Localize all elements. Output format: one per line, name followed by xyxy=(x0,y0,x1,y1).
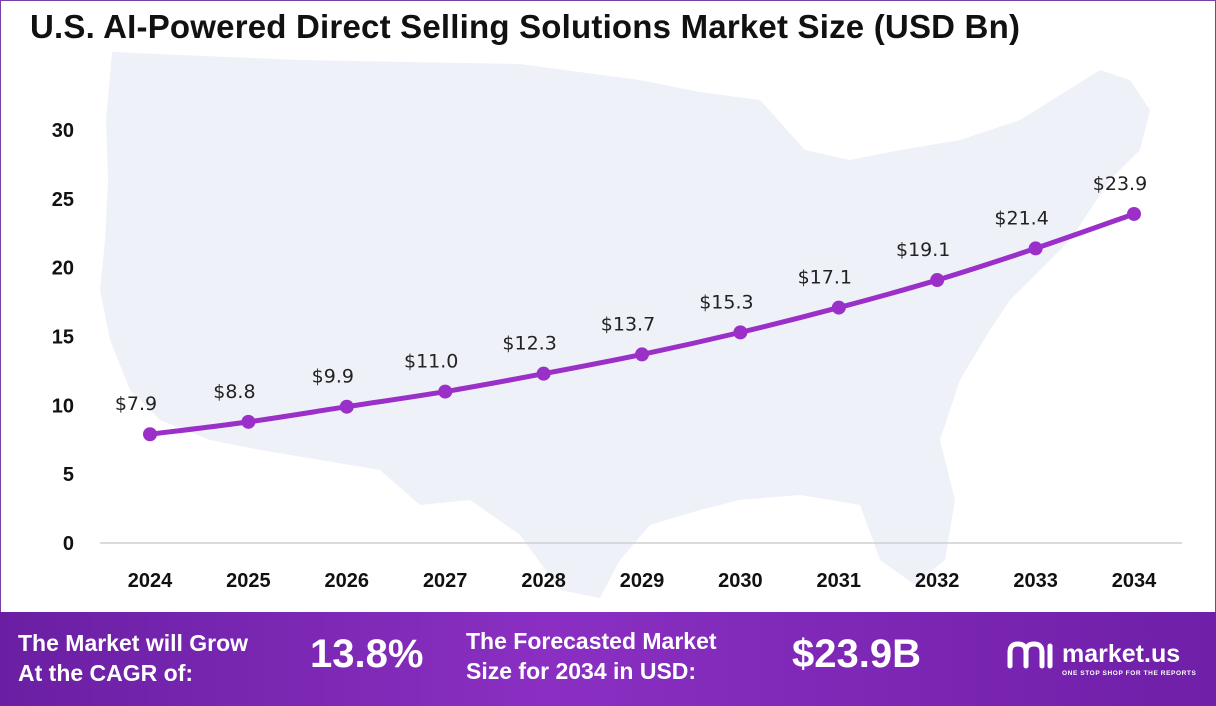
cagr-caption-line2: At the CAGR of: xyxy=(18,660,194,686)
data-label: $15.3 xyxy=(699,291,753,313)
data-label: $13.7 xyxy=(601,313,655,335)
y-tick-label: 5 xyxy=(63,464,74,486)
forecast-caption-line2: Size for 2034 in USD: xyxy=(466,658,697,684)
x-tick-label: 2029 xyxy=(620,570,665,592)
data-point xyxy=(339,399,354,414)
data-label: $19.1 xyxy=(896,239,950,261)
y-tick-label: 20 xyxy=(52,258,74,280)
cagr-value: 13.8% xyxy=(310,632,424,676)
x-tick-label: 2034 xyxy=(1112,570,1157,592)
x-tick-label: 2030 xyxy=(718,570,763,592)
forecast-caption-line1: The Forecasted Market xyxy=(466,628,717,654)
data-label: $8.8 xyxy=(213,381,255,403)
cagr-caption: The Market will Grow At the CAGR of: xyxy=(18,628,248,688)
y-tick-label: 25 xyxy=(52,189,74,211)
data-point xyxy=(143,427,157,442)
data-label: $9.9 xyxy=(312,366,354,388)
data-point xyxy=(1127,206,1141,221)
data-point xyxy=(733,325,748,340)
data-point xyxy=(536,366,551,381)
data-label: $12.3 xyxy=(502,333,556,355)
x-tick-label: 2027 xyxy=(423,570,468,592)
brand-logo: market.us ONE STOP SHOP FOR THE REPORTS xyxy=(1004,636,1214,686)
data-point xyxy=(438,384,453,399)
data-label: $17.1 xyxy=(798,267,852,289)
x-tick-label: 2032 xyxy=(915,570,960,592)
cagr-caption-line1: The Market will Grow xyxy=(18,630,249,656)
chart-title: U.S. AI-Powered Direct Selling Solutions… xyxy=(30,8,1021,45)
forecast-caption: The Forecasted Market Size for 2034 in U… xyxy=(466,626,717,686)
y-tick-label: 0 xyxy=(63,533,74,555)
data-point xyxy=(635,347,649,362)
data-label: $21.4 xyxy=(994,207,1048,229)
data-point xyxy=(831,300,846,315)
y-tick-label: 30 xyxy=(52,120,74,142)
x-tick-label: 2031 xyxy=(817,570,862,592)
data-point xyxy=(1028,241,1043,256)
data-label: $23.9 xyxy=(1093,173,1147,195)
y-tick-label: 10 xyxy=(52,395,74,417)
data-label: $11.0 xyxy=(404,351,458,373)
market-us-logo-icon xyxy=(1007,641,1053,669)
brand-name: market.us xyxy=(1062,640,1181,668)
data-point xyxy=(241,414,256,429)
x-tick-label: 2024 xyxy=(128,570,173,592)
x-tick-label: 2025 xyxy=(226,570,271,592)
brand-tagline: ONE STOP SHOP FOR THE REPORTS xyxy=(1062,670,1197,677)
x-tick-label: 2033 xyxy=(1013,570,1058,592)
footer-banner: The Market will Grow At the CAGR of: 13.… xyxy=(0,612,1216,706)
x-tick-label: 2028 xyxy=(521,570,566,592)
us-map-background xyxy=(100,52,1150,598)
data-label: $7.9 xyxy=(115,393,157,415)
x-tick-label: 2026 xyxy=(325,570,370,592)
forecast-value: $23.9B xyxy=(792,632,921,676)
data-point xyxy=(930,273,945,288)
y-tick-label: 15 xyxy=(52,327,74,349)
